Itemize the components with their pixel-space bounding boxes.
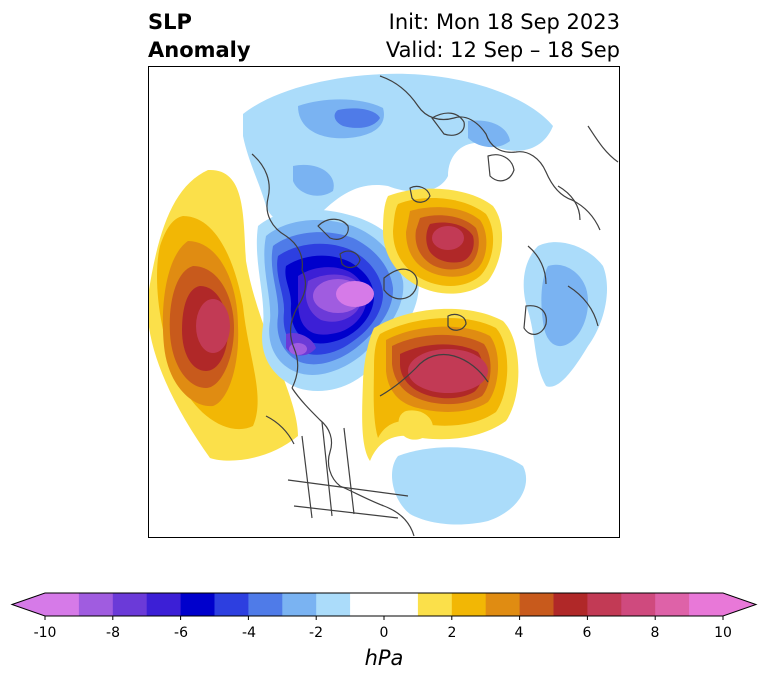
tick-label: -8 — [106, 625, 120, 641]
colorbar-bin — [451, 593, 487, 616]
tick-label: 10 — [714, 625, 732, 641]
colorbar — [10, 592, 758, 620]
colorbar-bin — [485, 593, 521, 616]
colorbar-bin — [519, 593, 554, 616]
kara-low — [293, 164, 334, 196]
colorbar-bins — [10, 592, 758, 620]
colorbar-bin — [282, 593, 317, 616]
coastlines — [251, 75, 619, 537]
colorbar-bin — [417, 593, 453, 616]
colorbar-bin — [553, 593, 588, 616]
hudson-bay-low-core — [289, 343, 307, 355]
tick-label: 6 — [582, 625, 592, 641]
tick-label: -6 — [174, 625, 188, 641]
colorbar-bin — [146, 593, 182, 616]
map-title: SLP Anomaly — [148, 8, 251, 64]
colorbar-bin — [45, 593, 80, 616]
valid-range: Valid: 12 Sep – 18 Sep — [385, 38, 620, 62]
colorbar-bin — [316, 593, 351, 616]
colorbar-bin — [689, 593, 724, 616]
colorbar-bin — [587, 593, 622, 616]
colorbar-units: hPa — [364, 646, 404, 670]
tick-label: -2 — [309, 625, 323, 641]
tick-label: 8 — [650, 625, 660, 641]
tick-label: 4 — [514, 625, 524, 641]
tick-label: 2 — [447, 625, 457, 641]
north-pacific-high-core — [196, 299, 230, 353]
europe-low-2 — [334, 108, 380, 128]
title-field: Anomaly — [148, 38, 251, 62]
colorbar-bin — [78, 593, 114, 616]
map-dates: Init: Mon 18 Sep 2023 Valid: 12 Sep – 18… — [386, 8, 620, 64]
colorbar-under-extension — [12, 593, 45, 616]
colorbar-bin — [248, 593, 283, 616]
colorbar-bin — [214, 593, 249, 616]
colorbar-bin — [350, 593, 419, 616]
siberia-high-core — [432, 226, 464, 250]
anomaly-map — [148, 66, 620, 538]
tick-label: -4 — [242, 625, 256, 641]
colorbar-bin — [180, 593, 215, 616]
tick-label: -10 — [33, 625, 57, 641]
colorbar-bin — [655, 593, 690, 616]
colorbar-bin — [112, 593, 148, 616]
colorbar-bin — [621, 593, 656, 616]
north-atlantic-low-2 — [541, 264, 589, 347]
init-date: Init: Mon 18 Sep 2023 — [388, 10, 620, 34]
title-variable: SLP — [148, 10, 192, 34]
west-canada-high-core — [408, 349, 488, 393]
small-high — [398, 410, 433, 440]
scandinavia-low — [468, 120, 510, 148]
central-asia-low — [391, 447, 527, 525]
arctic-canada-low-core — [336, 281, 374, 307]
colorbar-over-extension — [723, 593, 756, 616]
tick-label: 0 — [379, 625, 389, 641]
